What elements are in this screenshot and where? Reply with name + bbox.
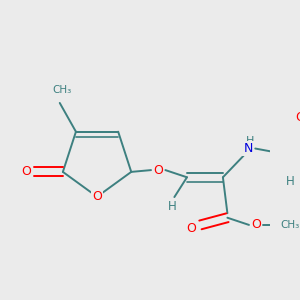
Text: N: N [243,142,253,155]
Text: H: H [168,200,177,212]
Text: O: O [295,111,300,124]
Text: O: O [153,164,163,177]
Text: O: O [251,218,261,231]
Text: H: H [246,136,254,146]
Text: O: O [187,222,196,235]
Text: O: O [92,190,102,203]
Text: O: O [21,165,31,178]
Text: CH₃: CH₃ [281,220,300,230]
Text: H: H [286,175,295,188]
Text: CH₃: CH₃ [52,85,71,95]
